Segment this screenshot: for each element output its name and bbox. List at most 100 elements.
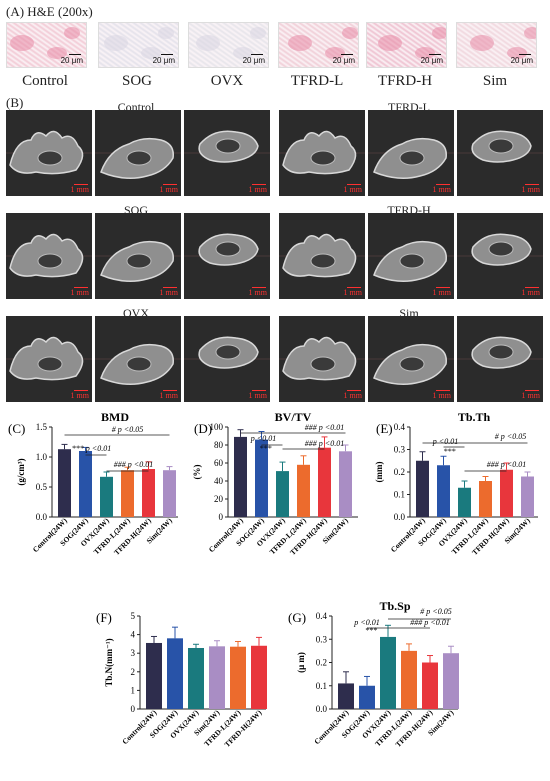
ct-scale-bar [252,183,266,185]
ct-scale-text: 1 mm [248,288,267,297]
bar-sog24w [255,439,268,517]
he-scale-text: 20 μm [510,56,533,65]
ct-image-tfrd-l-2: 1 mm [368,110,454,196]
bar-tfrd-l24w [297,464,310,517]
bar-tfrd-l24w [479,481,492,517]
bar-sog24w [167,638,183,709]
he-image-ovx: 20 μm [188,22,269,68]
y-tick-label: 80 [214,440,224,450]
chart-f: (F) 0 1 2 3 4 5 Tb.N(mm⁻¹) Control(24W) SOG(24W) O… [88,590,270,776]
y-axis-label: (g/cm³) [16,458,26,485]
ct-image-tfrd-h-3: 1 mm [457,213,543,299]
he-image-sim: 20 μm [456,22,537,68]
ct-scale-bar [163,183,177,185]
sig-annotation: ### p <0.01 [114,460,153,469]
ct-scale-bar [252,389,266,391]
y-axis-label: (mm) [374,462,384,483]
he-scale-text: 20 μm [152,56,175,65]
ct-scale-text: 1 mm [159,288,178,297]
he-scale-text: 20 μm [242,56,265,65]
sig-annotation: # p <0.05 [420,607,451,616]
he-scale-bar [69,53,81,55]
he-label-control: Control [22,73,68,89]
ct-scale-text: 1 mm [70,288,89,297]
bar-ovx24w [458,487,471,517]
bar-control24w [58,449,71,517]
he-scale-text: 20 μm [420,56,443,65]
bar-tfrd-l24w [401,650,417,709]
ct-scale-text: 1 mm [343,391,362,400]
bar-sim24w [443,653,459,709]
y-tick-label: 60 [214,458,224,468]
ct-scale-text: 1 mm [159,185,178,194]
he-scale-text: 20 μm [60,56,83,65]
bar-control24w [234,436,247,517]
bar-tfrd-h24w [318,447,331,517]
he-label-sim: Sim [482,73,508,89]
ct-scale-text: 1 mm [248,185,267,194]
panel-label-f: (F) [96,610,112,625]
ct-image-ovx-3: 1 mm [184,316,270,402]
ct-image-tfrd-l-3: 1 mm [457,110,543,196]
sig-annotation: ### p <0.01 [305,439,344,448]
y-tick-label: 1 [131,685,136,695]
chart-e: (E) Tb.Th 0.0 0.1 0.2 0.3 0.4 (mm) Control(24W) S… [368,407,550,582]
ct-image-sog-1: 1 mm [6,213,92,299]
ct-image-sog-2: 1 mm [95,213,181,299]
ct-scale-text: 1 mm [248,391,267,400]
ct-scale-text: 1 mm [159,391,178,400]
ct-scale-bar [74,286,88,288]
y-axis-label: (μ m) [296,652,306,673]
ct-scale-bar [525,183,539,185]
y-tick-label: 0.5 [36,482,48,492]
ct-scale-text: 1 mm [521,288,540,297]
bar-tfrd-l24w [121,470,134,517]
ct-scale-bar [252,286,266,288]
panel-label-e: (E) [376,421,393,436]
y-tick-label: 0 [219,512,224,522]
sig-annotation: ### p <0.01 [487,460,526,469]
y-tick-label: 5 [131,611,136,621]
he-image-sog: 20 μm [98,22,179,68]
ct-scale-bar [436,389,450,391]
bar-ovx24w [380,636,396,709]
y-tick-label: 2 [131,667,136,677]
bar-sim24w [521,476,534,517]
chart-g: (G) Tb.Sp 0.0 0.1 0.2 0.3 0.4 (μ m) Control(24W)… [280,590,462,776]
sig-annotation: ### p <0.01 [410,618,449,627]
bar-ovx24w [188,647,204,709]
he-scale-text: 20 μm [332,56,355,65]
y-tick-label: 0.4 [394,422,406,432]
ct-scale-text: 1 mm [521,391,540,400]
ct-scale-text: 1 mm [343,185,362,194]
sig-annotation: *** p <0.01 [72,444,111,453]
y-tick-label: 3 [131,648,136,658]
bar-control24w [338,683,354,709]
ct-image-tfrd-l-1: 1 mm [279,110,365,196]
ct-image-sim-3: 1 mm [457,316,543,402]
panel-b-label: (B) [6,95,24,110]
ct-scale-bar [163,389,177,391]
ct-scale-bar [436,286,450,288]
bar-sim24w [163,470,176,517]
he-label-ovx: OVX [210,73,244,89]
ct-image-control-2: 1 mm [95,110,181,196]
panel-a-label: (A) H&E (200x) [6,4,93,19]
ct-image-ovx-2: 1 mm [95,316,181,402]
bar-sim24w [209,646,225,709]
ct-scale-bar [74,183,88,185]
y-tick-label: 4 [131,630,136,640]
ct-image-ovx-1: 1 mm [6,316,92,402]
ct-scale-text: 1 mm [521,185,540,194]
ct-scale-bar [347,286,361,288]
y-tick-label: 40 [214,476,224,486]
ct-scale-text: 1 mm [432,185,451,194]
y-tick-label: 0 [131,704,136,714]
he-label-tfrd-h: TFRD-H [377,73,433,89]
ct-scale-text: 1 mm [70,185,89,194]
sig-annotation: *** [365,626,377,635]
bar-tfrd-h24w [251,645,267,709]
bar-tfrd-l24w [230,646,246,709]
bar-tfrd-h24w [500,469,513,517]
panel-label-g: (G) [288,610,306,625]
